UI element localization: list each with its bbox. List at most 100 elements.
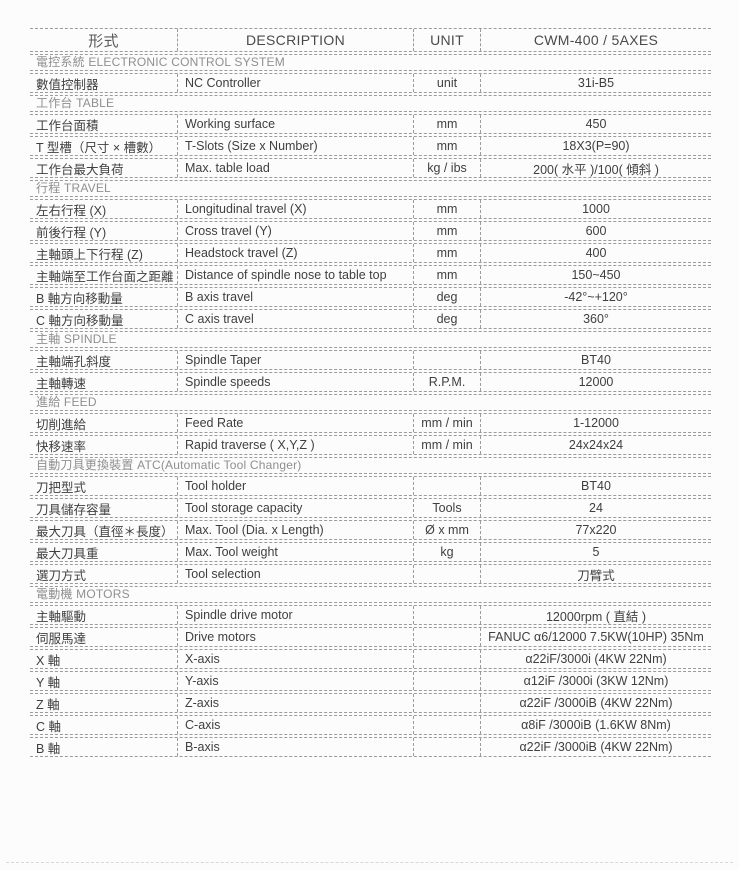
row-value: 5 xyxy=(480,543,711,561)
row-description: Tool holder xyxy=(177,477,413,495)
row-value: 200( 水平 )/100( 傾斜 ) xyxy=(480,159,711,177)
row-label-zh: 主軸驅動 xyxy=(36,609,87,624)
spec-row: C 軸方向移動量 C axis travel deg 360° xyxy=(30,309,711,329)
section-header-row: 主軸 SPINDLE xyxy=(30,331,711,348)
spec-row: 主軸轉速 Spindle speeds R.P.M. 12000 xyxy=(30,372,711,392)
row-description: Rapid traverse ( X,Y,Z ) xyxy=(177,436,413,454)
row-unit xyxy=(413,606,480,624)
row-unit: Ø x mm xyxy=(413,521,480,539)
row-value: 31i-B5 xyxy=(480,74,711,92)
row-unit xyxy=(413,738,480,756)
row-value: 360° xyxy=(480,310,711,328)
row-description: T-Slots (Size x Number) xyxy=(177,137,413,155)
spec-row: 主軸驅動 Spindle drive motor 12000rpm ( 直結 ) xyxy=(30,605,711,625)
row-description: B-axis xyxy=(177,738,413,756)
row-unit xyxy=(413,628,480,646)
row-label-zh: X 軸 xyxy=(36,653,61,668)
row-value: 77x220 xyxy=(480,521,711,539)
row-unit: mm xyxy=(413,266,480,284)
row-value: 1-12000 xyxy=(480,414,711,432)
spec-row: 工作台面積 Working surface mm 450 xyxy=(30,114,711,134)
header-type-label: 形式 xyxy=(88,32,119,50)
spec-row: 左右行程 (X) Longitudinal travel (X) mm 1000 xyxy=(30,199,711,219)
row-description: Working surface xyxy=(177,115,413,133)
row-value: 24 xyxy=(480,499,711,517)
row-description: Drive motors xyxy=(177,628,413,646)
row-description: NC Controller xyxy=(177,74,413,92)
row-unit xyxy=(413,477,480,495)
row-label-zh: 刀把型式 xyxy=(36,480,87,495)
spec-row: 選刀方式 Tool selection 刀臂式 xyxy=(30,564,711,584)
row-description: Spindle Taper xyxy=(177,351,413,369)
row-label-zh: 最大刀具（直徑＊長度） xyxy=(36,524,174,539)
row-unit xyxy=(413,672,480,690)
row-unit: deg xyxy=(413,310,480,328)
spec-row: Y 軸 Y-axis α12iF /3000i (3KW 12Nm) xyxy=(30,671,711,691)
row-label-zh: 刀具儲存容量 xyxy=(36,502,112,517)
table-header-row: 形式 DESCRIPTION UNIT CWM-400 / 5AXES xyxy=(30,28,711,52)
row-value: 1000 xyxy=(480,200,711,218)
row-description: Max. table load xyxy=(177,159,413,177)
row-unit: kg xyxy=(413,543,480,561)
row-description: Feed Rate xyxy=(177,414,413,432)
row-unit xyxy=(413,716,480,734)
header-unit-label: UNIT xyxy=(413,29,480,51)
row-value: α22iF /3000iB (4KW 22Nm) xyxy=(480,694,711,712)
row-label-zh: 工作台最大負荷 xyxy=(36,162,124,177)
row-unit: mm / min xyxy=(413,414,480,432)
row-unit: mm xyxy=(413,222,480,240)
header-description-label: DESCRIPTION xyxy=(177,29,413,51)
row-label-zh: 主軸端孔斜度 xyxy=(36,354,112,369)
header-model-label: CWM-400 / 5AXES xyxy=(480,29,711,51)
row-value: 18X3(P=90) xyxy=(480,137,711,155)
row-value: 600 xyxy=(480,222,711,240)
row-description: Max. Tool weight xyxy=(177,543,413,561)
row-value: 150~450 xyxy=(480,266,711,284)
spec-row: B 軸方向移動量 B axis travel deg -42°~+120° xyxy=(30,287,711,307)
spec-row: 主軸頭上下行程 (Z) Headstock travel (Z) mm 400 xyxy=(30,243,711,263)
row-label-zh: C 軸方向移動量 xyxy=(36,313,124,328)
row-unit: mm xyxy=(413,137,480,155)
row-label-zh: T 型槽（尺寸 × 槽數） xyxy=(36,140,162,155)
row-unit: kg / ibs xyxy=(413,159,480,177)
section-header-row: 行程 TRAVEL xyxy=(30,180,711,197)
row-description: Tool storage capacity xyxy=(177,499,413,517)
spec-row: 最大刀具（直徑＊長度） Max. Tool (Dia. x Length) Ø x … xyxy=(30,520,711,540)
spec-row: C 軸 C-axis α8iF /3000iB (1.6KW 8Nm) xyxy=(30,715,711,735)
row-unit xyxy=(413,565,480,583)
row-description: Z-axis xyxy=(177,694,413,712)
row-unit: deg xyxy=(413,288,480,306)
row-label-zh: 主軸轉速 xyxy=(36,376,87,391)
spec-row: 刀把型式 Tool holder BT40 xyxy=(30,476,711,496)
row-description: C-axis xyxy=(177,716,413,734)
row-label-zh: B 軸 xyxy=(36,741,61,756)
row-description: C axis travel xyxy=(177,310,413,328)
row-unit xyxy=(413,351,480,369)
row-label-zh: 數值控制器 xyxy=(36,77,99,92)
row-unit: mm / min xyxy=(413,436,480,454)
row-value: 24x24x24 xyxy=(480,436,711,454)
row-label-zh: 伺服馬達 xyxy=(36,631,87,646)
row-label-zh: 最大刀具重 xyxy=(36,546,99,561)
spec-row: 工作台最大負荷 Max. table load kg / ibs 200( 水平 )/… xyxy=(30,158,711,178)
spec-row: Z 軸 Z-axis α22iF /3000iB (4KW 22Nm) xyxy=(30,693,711,713)
row-label-zh: Y 軸 xyxy=(36,675,61,690)
row-unit xyxy=(413,650,480,668)
row-label-zh: Z 軸 xyxy=(36,697,60,712)
row-label-zh: 前後行程 (Y) xyxy=(36,225,107,240)
row-value: α22iF/3000i (4KW 22Nm) xyxy=(480,650,711,668)
spec-row: 切削進給 Feed Rate mm / min 1-12000 xyxy=(30,413,711,433)
spec-row: 刀具儲存容量 Tool storage capacity Tools 24 xyxy=(30,498,711,518)
spec-row: 主軸端至工作台面之距離 Distance of spindle nose to t… xyxy=(30,265,711,285)
row-unit xyxy=(413,694,480,712)
bottom-divider xyxy=(6,862,733,863)
row-value: 刀臂式 xyxy=(480,565,711,583)
row-label-zh: B 軸方向移動量 xyxy=(36,291,123,306)
spec-table: 形式 DESCRIPTION UNIT CWM-400 / 5AXES 電控系統… xyxy=(30,28,711,759)
row-value: BT40 xyxy=(480,351,711,369)
row-label-zh: 左右行程 (X) xyxy=(36,203,107,218)
row-unit: R.P.M. xyxy=(413,373,480,391)
section-header-row: 進給 FEED xyxy=(30,394,711,411)
row-value: 12000rpm ( 直結 ) xyxy=(480,606,711,624)
row-value: FANUC α6/12000 7.5KW(10HP) 35Nm xyxy=(480,628,711,646)
